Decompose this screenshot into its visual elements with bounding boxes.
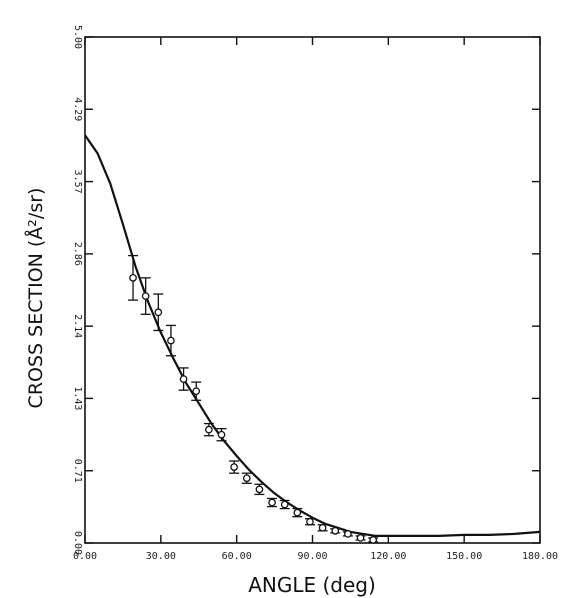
y-axis-label: CROSS SECTION (Å²/sr) — [24, 188, 47, 409]
data-point — [203, 422, 214, 437]
data-point — [355, 534, 366, 542]
data-point — [330, 527, 341, 535]
x-tick-label: 120.00 — [370, 551, 406, 562]
y-tick-label: 0.71 — [72, 459, 83, 483]
data-marker — [293, 508, 302, 517]
data-point — [342, 530, 353, 538]
y-tick-label: 2.14 — [72, 314, 83, 338]
y-tick-label: 4.29 — [72, 97, 83, 121]
data-marker — [356, 534, 365, 542]
data-point — [292, 507, 303, 518]
theory-curve-layer — [84, 134, 541, 537]
plot-border — [84, 36, 541, 544]
data-point — [216, 427, 227, 442]
data-marker — [255, 485, 264, 494]
data-point — [128, 254, 139, 301]
data-point — [267, 497, 278, 508]
data-points-layer — [128, 254, 379, 544]
data-marker — [141, 292, 150, 300]
x-axis-label: ANGLE (deg) — [248, 573, 376, 597]
data-marker — [154, 308, 163, 317]
y-tick-label: 2.86 — [72, 242, 83, 266]
data-point — [368, 536, 379, 544]
x-axis-ticks: 0.00 30.00 60.00 90.00 120.00 150.00 180.00 — [73, 37, 558, 562]
x-tick-label: 150.00 — [446, 551, 482, 562]
plot-frame — [84, 36, 541, 544]
data-point — [178, 367, 189, 391]
data-marker — [242, 474, 251, 483]
data-marker — [268, 498, 276, 507]
data-point — [191, 381, 202, 401]
data-marker — [179, 375, 188, 383]
data-point — [279, 499, 290, 510]
data-marker — [306, 517, 314, 526]
theory-curve — [84, 134, 541, 537]
y-tick-label: 0.00 — [72, 531, 83, 555]
data-marker — [205, 425, 213, 434]
y-axis-ticks: 0.00 0.71 1.43 2.14 2.86 3.57 4.29 5.00 — [72, 25, 540, 555]
data-point — [304, 517, 315, 526]
data-point — [317, 523, 328, 532]
data-marker — [192, 387, 201, 396]
x-tick-label: 60.00 — [222, 551, 252, 562]
x-tick-label: 180.00 — [522, 551, 558, 562]
data-marker — [344, 530, 352, 538]
data-point — [241, 472, 252, 484]
x-tick-label: 90.00 — [297, 551, 327, 562]
x-tick-label: 0.00 — [73, 551, 97, 562]
data-point — [165, 324, 176, 357]
data-marker — [129, 274, 137, 282]
data-marker — [318, 523, 327, 532]
data-point — [140, 277, 151, 315]
data-marker — [230, 463, 238, 471]
data-marker — [369, 536, 378, 544]
data-marker — [331, 527, 340, 535]
data-point — [229, 460, 240, 474]
data-marker — [280, 500, 289, 509]
y-tick-label: 1.43 — [72, 386, 83, 410]
y-tick-label: 3.57 — [72, 170, 83, 194]
data-point — [153, 293, 164, 332]
data-marker — [217, 430, 226, 439]
data-marker — [167, 336, 175, 345]
data-point — [254, 483, 265, 496]
y-tick-label: 5.00 — [72, 25, 83, 49]
x-tick-label: 30.00 — [146, 551, 176, 562]
